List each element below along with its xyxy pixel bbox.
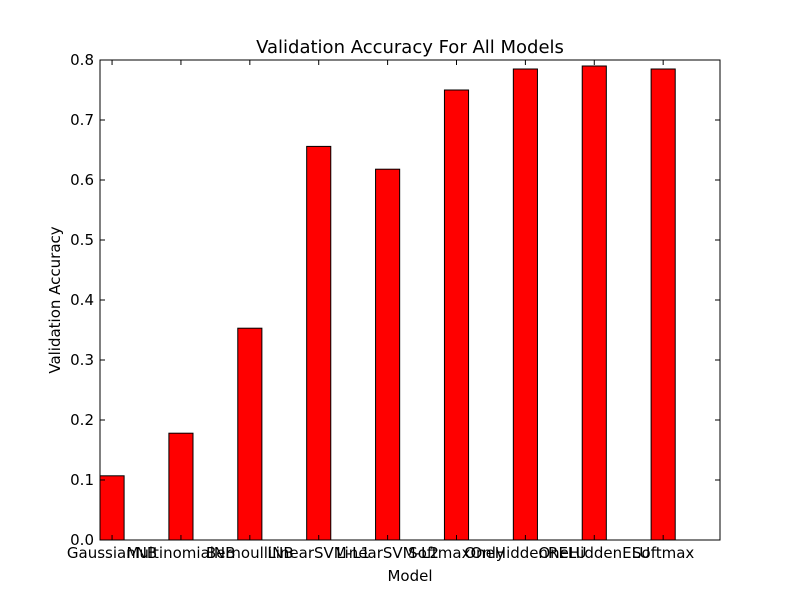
- bar-softmax: [650, 68, 676, 541]
- x-axis-label: Model: [387, 567, 432, 585]
- x-tick-label: SoftmaxOnly: [408, 544, 505, 562]
- ticks-layer: GaussianNBMultinomialNBBernoulliNBLinear…: [67, 51, 720, 562]
- y-tick-label: 0.3: [70, 351, 94, 369]
- x-tick-label: LinearSVM-L1: [267, 544, 370, 562]
- bar-bernoullinb: [237, 327, 263, 541]
- bar-linearsvm-l2: [375, 168, 401, 541]
- chart-title: Validation Accuracy For All Models: [256, 37, 564, 58]
- bars-layer: [99, 65, 676, 541]
- y-tick-label: 0.1: [70, 471, 94, 489]
- y-tick-label: 0.2: [70, 411, 94, 429]
- x-tick-label: OneHiddenELU: [538, 544, 650, 562]
- x-tick-label: Softmax: [632, 544, 694, 562]
- y-tick-label: 0.6: [70, 171, 94, 189]
- bar-softmaxonly: [443, 89, 470, 541]
- x-tick-label: MultinomialNB: [126, 544, 235, 562]
- x-tick-label: OneHiddenRELU: [464, 544, 586, 562]
- x-tick-label: LinearSVM-L2: [336, 544, 439, 562]
- y-tick-label: 0.0: [70, 531, 94, 549]
- plot-frame: [99, 59, 721, 541]
- bar-linearsvm-l1: [306, 145, 332, 541]
- bar-onehiddenrelu: [512, 68, 538, 541]
- y-tick-label: 0.8: [70, 51, 94, 69]
- y-tick-label: 0.4: [70, 291, 94, 309]
- bar-gaussiannb: [99, 475, 125, 541]
- y-tick-label: 0.7: [70, 111, 94, 129]
- bar-onehiddenelu: [581, 65, 607, 541]
- plot-area: [100, 60, 720, 540]
- y-tick-label: 0.5: [70, 231, 94, 249]
- x-tick-label: GaussianNB: [67, 544, 157, 562]
- x-tick-label: BernoulliNB: [206, 544, 294, 562]
- bar-multinomialnb: [168, 432, 194, 541]
- y-axis-label: Validation Accuracy: [46, 226, 64, 373]
